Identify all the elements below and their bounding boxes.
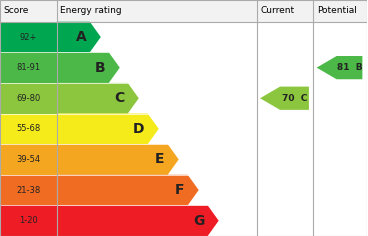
Text: Score: Score	[4, 6, 29, 15]
Bar	[0, 205, 57, 236]
Polygon shape	[316, 56, 362, 79]
Polygon shape	[57, 144, 179, 175]
Text: 70  C: 70 C	[282, 94, 307, 103]
Text: A: A	[76, 30, 87, 44]
Text: B: B	[95, 61, 106, 75]
Bar	[0, 175, 57, 205]
Text: Energy rating: Energy rating	[60, 6, 122, 15]
Polygon shape	[57, 114, 159, 144]
Text: D: D	[133, 122, 145, 136]
Text: E: E	[155, 152, 165, 166]
Text: 39-54: 39-54	[16, 155, 40, 164]
Bar	[0, 22, 57, 52]
Text: 55-68: 55-68	[16, 124, 40, 133]
Polygon shape	[260, 87, 309, 110]
Polygon shape	[57, 22, 101, 52]
Bar	[0, 83, 57, 114]
Text: 81-91: 81-91	[16, 63, 40, 72]
Text: F: F	[175, 183, 185, 197]
Polygon shape	[57, 83, 139, 114]
Bar	[0, 114, 57, 144]
Text: 69-80: 69-80	[16, 94, 40, 103]
Text: 1-20: 1-20	[19, 216, 38, 225]
Text: Potential: Potential	[317, 6, 357, 15]
Text: 81  B: 81 B	[337, 63, 362, 72]
Text: 21-38: 21-38	[16, 185, 40, 194]
Bar	[0, 52, 57, 83]
Polygon shape	[57, 175, 199, 205]
Bar	[0, 144, 57, 175]
Text: Current: Current	[260, 6, 294, 15]
Text: 92+: 92+	[20, 33, 37, 42]
Text: C: C	[114, 91, 125, 105]
Text: G: G	[193, 214, 205, 228]
Polygon shape	[57, 205, 219, 236]
Bar	[0, 0, 367, 22]
Polygon shape	[57, 52, 120, 83]
